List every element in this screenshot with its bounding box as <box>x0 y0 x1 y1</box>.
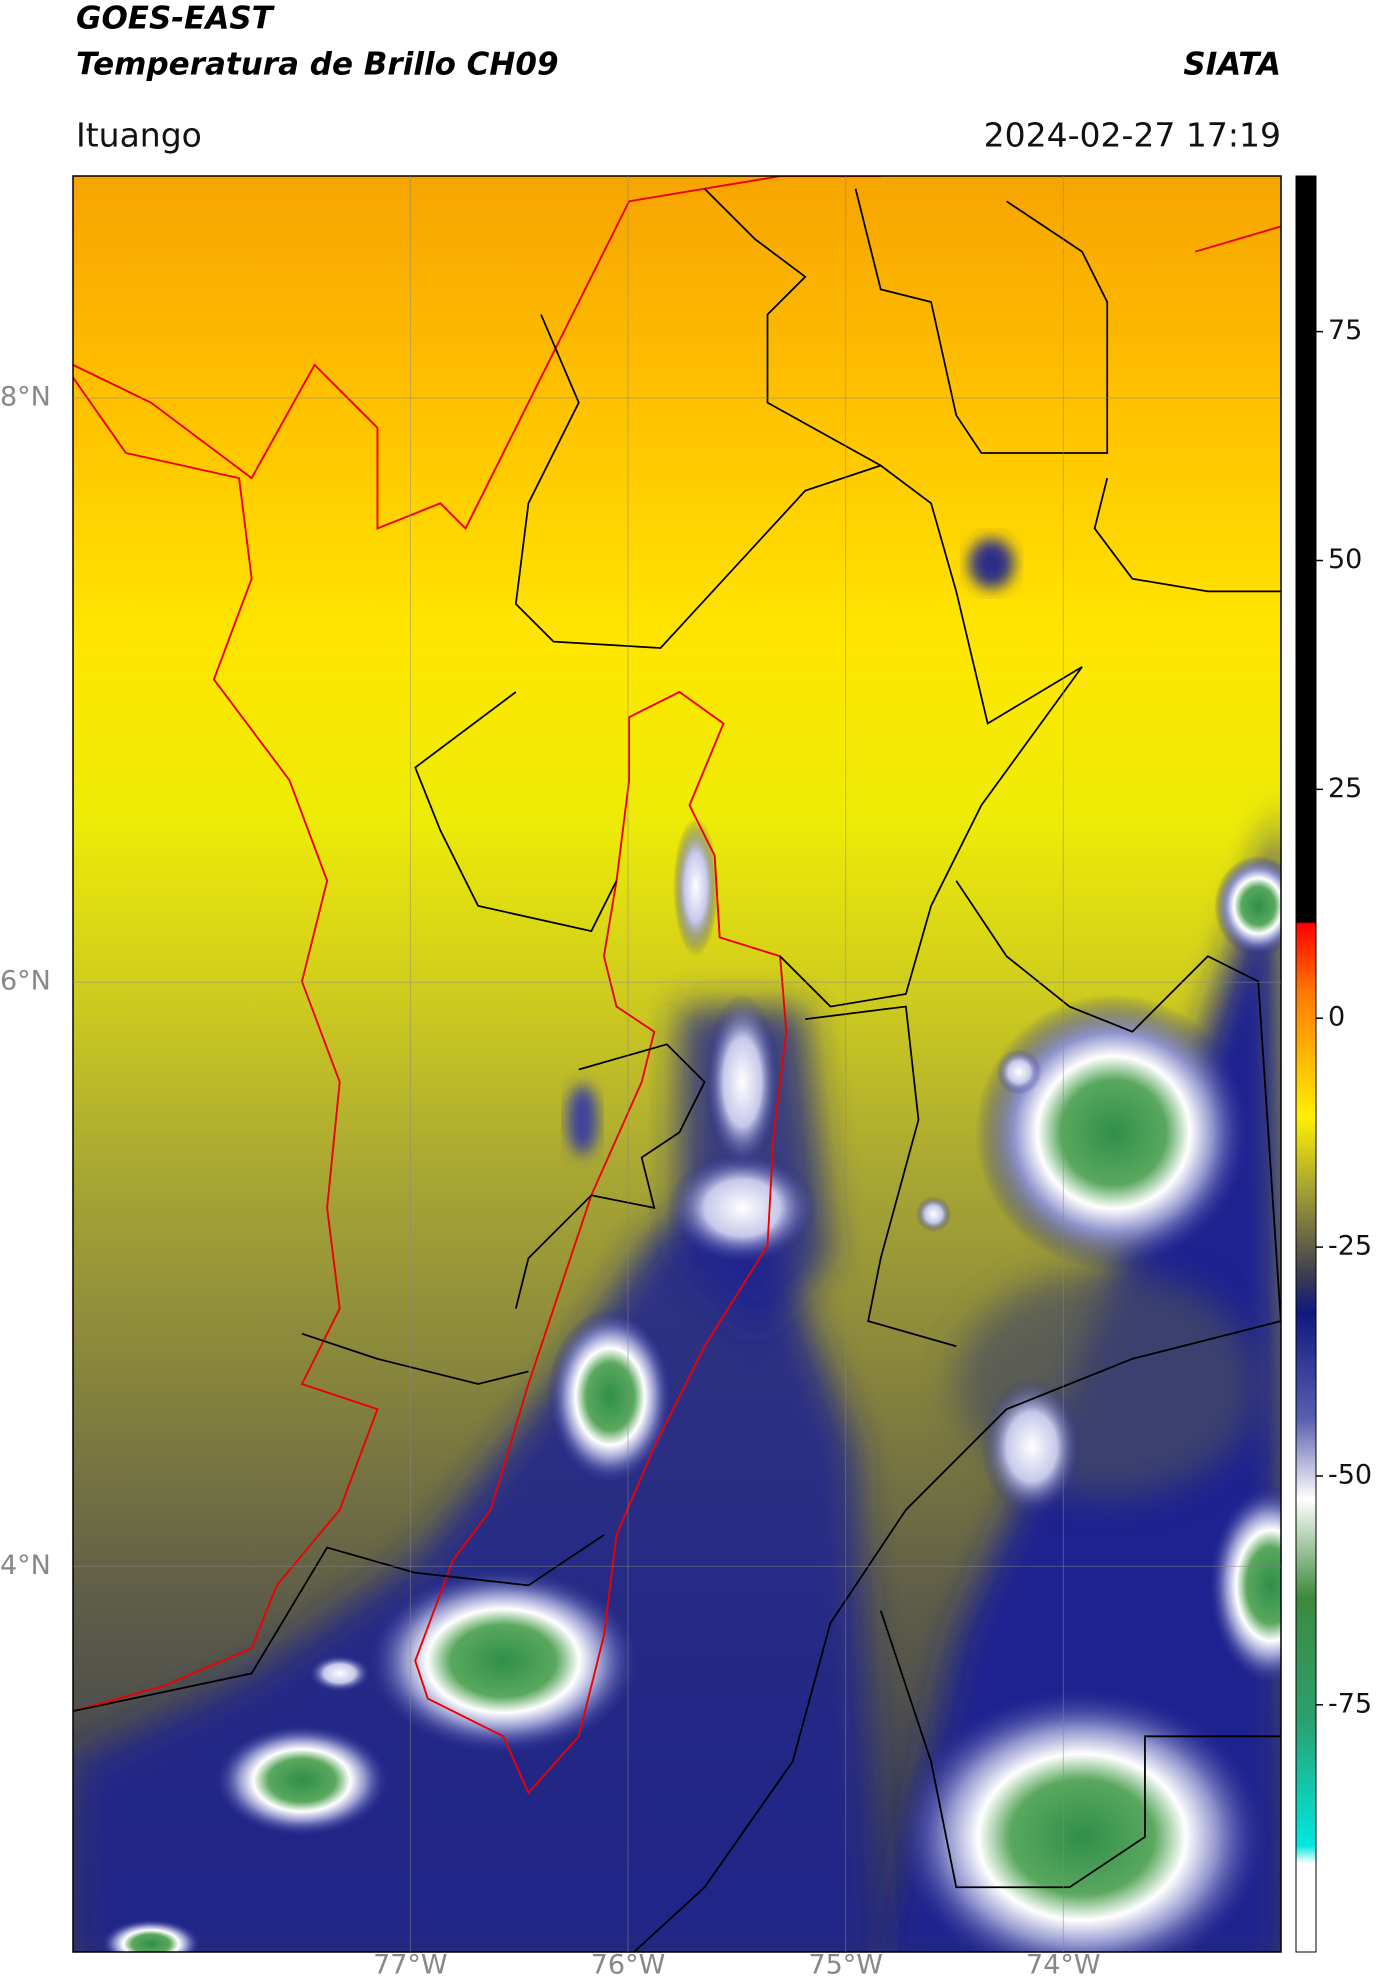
colorbar-tick-label: -25 <box>1328 1231 1372 1262</box>
colorbar-tick-label: 50 <box>1328 544 1362 575</box>
boundaries <box>73 176 1281 1952</box>
title: GOES-EAST <box>76 1 276 37</box>
map-frame <box>72 175 1282 1953</box>
y-tick-label: 8°N <box>0 382 51 413</box>
colorbar-tick-label: 75 <box>1328 315 1362 346</box>
y-tick-label: 6°N <box>0 966 51 997</box>
colorbar-tick-label: 0 <box>1328 1002 1345 1033</box>
x-tick-label: 77°W <box>373 1950 448 1981</box>
colorbar-tick-label: 25 <box>1328 773 1362 804</box>
subtitle: Temperatura de Brillo CH09 <box>76 47 559 83</box>
x-tick-label: 76°W <box>591 1950 666 1981</box>
colorbar-tick-label: -50 <box>1328 1459 1372 1490</box>
cloud-field <box>73 538 1281 1952</box>
datetime: 2024-02-27 17:19 <box>984 116 1281 155</box>
y-tick-label: 4°N <box>0 1550 51 1581</box>
map <box>73 176 1281 1952</box>
x-tick-label: 75°W <box>808 1950 883 1981</box>
colorbar <box>1295 175 1317 1953</box>
location: Ituango <box>76 116 202 155</box>
colorbar-tick-label: -75 <box>1328 1688 1372 1719</box>
x-tick-label: 74°W <box>1026 1950 1101 1981</box>
source: SIATA <box>1183 47 1281 83</box>
